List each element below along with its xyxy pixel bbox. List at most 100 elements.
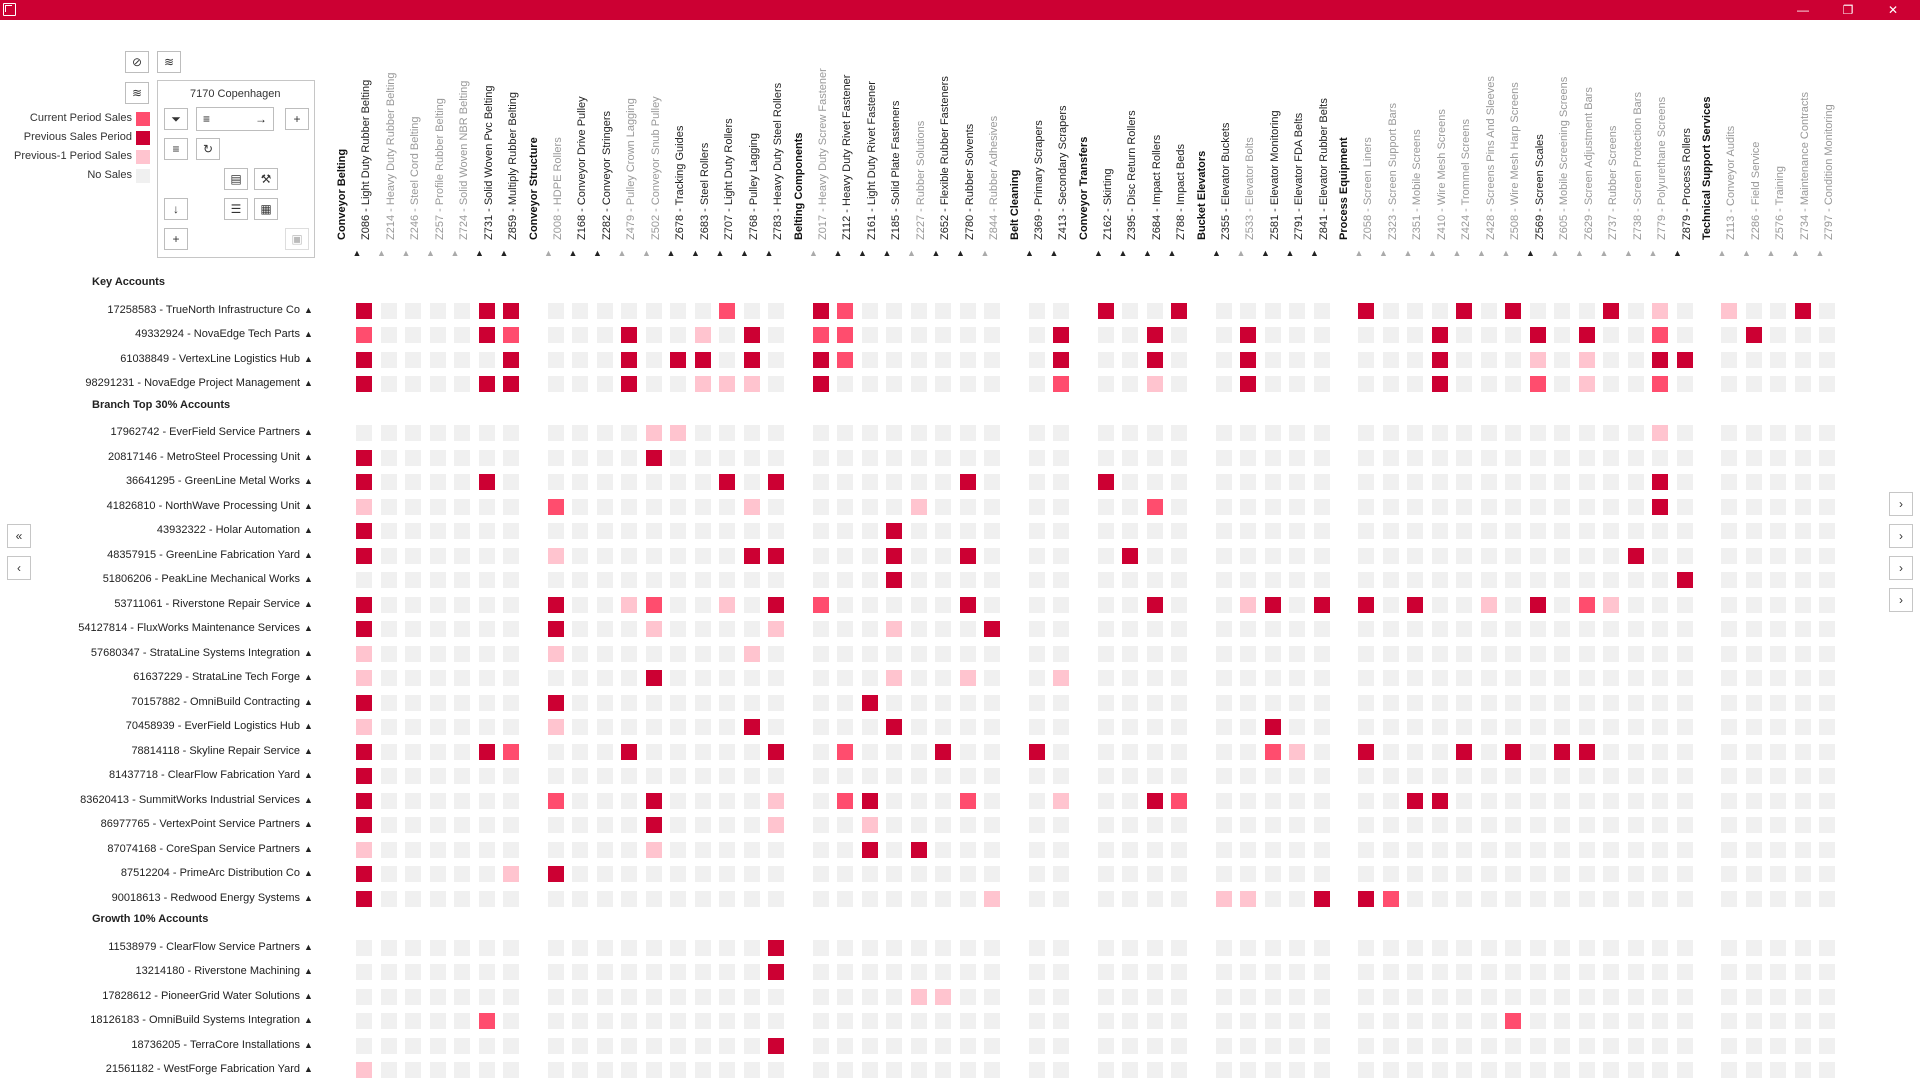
matrix-cell[interactable] (478, 988, 495, 1005)
matrix-cell[interactable] (1407, 939, 1423, 956)
matrix-cell[interactable] (984, 621, 1000, 637)
matrix-cell[interactable] (1215, 890, 1232, 907)
matrix-cell[interactable] (886, 498, 902, 515)
matrix-cell[interactable] (1578, 474, 1595, 490)
matrix-cell[interactable] (1407, 302, 1423, 319)
matrix-cell[interactable] (1627, 841, 1644, 858)
matrix-cell[interactable] (454, 1062, 470, 1078)
matrix-cell[interactable] (1313, 1062, 1330, 1078)
matrix-cell[interactable] (621, 1013, 637, 1029)
matrix-cell[interactable] (1171, 596, 1187, 613)
matrix-cell[interactable] (1819, 498, 1835, 515)
matrix-cell[interactable] (380, 474, 397, 490)
matrix-cell[interactable] (1171, 449, 1187, 466)
matrix-cell[interactable] (1505, 866, 1521, 882)
matrix-cell[interactable] (621, 621, 637, 637)
row-sort-arrow-icon[interactable]: ▲ (304, 353, 313, 364)
matrix-cell[interactable] (959, 988, 976, 1005)
matrix-cell[interactable] (1215, 547, 1232, 564)
matrix-cell[interactable] (1171, 890, 1187, 907)
matrix-cell[interactable] (1053, 474, 1069, 490)
matrix-cell[interactable] (719, 327, 735, 343)
matrix-cell[interactable] (1431, 988, 1448, 1005)
matrix-cell[interactable] (1603, 743, 1619, 760)
matrix-cell[interactable] (1358, 474, 1374, 490)
matrix-cell[interactable] (1554, 376, 1570, 392)
matrix-cell[interactable] (910, 719, 927, 735)
column-header[interactable]: Z508 - Wire Mesh Harp Screens (1505, 0, 1521, 242)
matrix-cell[interactable] (694, 988, 711, 1005)
matrix-cell[interactable] (621, 988, 637, 1005)
matrix-cell[interactable] (1770, 670, 1786, 686)
matrix-cell[interactable] (405, 1062, 421, 1078)
matrix-cell[interactable] (621, 939, 637, 956)
matrix-cell[interactable] (621, 694, 637, 711)
column-sort-arrow-icon[interactable]: ▲ (1049, 248, 1059, 258)
matrix-cell[interactable] (1480, 939, 1497, 956)
matrix-cell[interactable] (1313, 596, 1330, 613)
matrix-cell[interactable] (1146, 866, 1163, 882)
matrix-cell[interactable] (886, 376, 902, 392)
matrix-cell[interactable] (1264, 988, 1281, 1005)
matrix-cell[interactable] (645, 1037, 662, 1054)
column-sort-arrow-icon[interactable]: ▲ (593, 248, 602, 258)
matrix-cell[interactable] (1313, 302, 1330, 319)
matrix-cell[interactable] (572, 939, 588, 956)
matrix-cell[interactable] (1264, 376, 1281, 392)
matrix-cell[interactable] (645, 474, 662, 490)
matrix-cell[interactable] (1480, 890, 1497, 907)
matrix-cell[interactable] (1652, 792, 1668, 809)
matrix-cell[interactable] (1578, 302, 1595, 319)
matrix-cell[interactable] (694, 449, 711, 466)
matrix-cell[interactable] (454, 645, 470, 662)
matrix-cell[interactable] (1289, 964, 1305, 980)
matrix-cell[interactable] (621, 768, 637, 784)
sort-rows-icon[interactable]: ≡ (164, 138, 188, 160)
matrix-cell[interactable] (572, 425, 588, 441)
matrix-cell[interactable] (454, 792, 470, 809)
matrix-cell[interactable] (1819, 670, 1835, 686)
matrix-cell[interactable] (1146, 768, 1163, 784)
matrix-cell[interactable] (1431, 376, 1448, 392)
matrix-cell[interactable] (1053, 1062, 1069, 1078)
matrix-cell[interactable] (670, 817, 686, 833)
matrix-cell[interactable] (935, 939, 951, 956)
matrix-cell[interactable] (1122, 939, 1138, 956)
matrix-cell[interactable] (910, 817, 927, 833)
matrix-cell[interactable] (1578, 645, 1595, 662)
matrix-cell[interactable] (547, 572, 564, 588)
matrix-cell[interactable] (547, 327, 564, 343)
matrix-cell[interactable] (1358, 768, 1374, 784)
matrix-cell[interactable] (1407, 1013, 1423, 1029)
matrix-cell[interactable] (1028, 743, 1045, 760)
matrix-cell[interactable] (1382, 302, 1399, 319)
column-header[interactable]: Z410 - Wire Mesh Screens (1432, 0, 1448, 242)
matrix-cell[interactable] (1313, 694, 1330, 711)
matrix-cell[interactable] (1028, 376, 1045, 392)
matrix-cell[interactable] (1770, 425, 1786, 441)
matrix-cell[interactable] (1053, 890, 1069, 907)
matrix-cell[interactable] (1264, 1037, 1281, 1054)
row-sort-arrow-icon[interactable]: ▲ (304, 304, 313, 315)
matrix-cell[interactable] (356, 621, 372, 637)
matrix-cell[interactable] (380, 621, 397, 637)
matrix-cell[interactable] (572, 694, 588, 711)
matrix-cell[interactable] (645, 1013, 662, 1029)
matrix-cell[interactable] (1794, 964, 1811, 980)
matrix-cell[interactable] (1480, 670, 1497, 686)
matrix-cell[interactable] (1358, 596, 1374, 613)
matrix-cell[interactable] (959, 694, 976, 711)
matrix-cell[interactable] (1053, 743, 1069, 760)
matrix-cell[interactable] (837, 645, 853, 662)
matrix-cell[interactable] (1122, 964, 1138, 980)
matrix-cell[interactable] (1505, 351, 1521, 368)
matrix-cell[interactable] (1819, 351, 1835, 368)
matrix-cell[interactable] (1146, 547, 1163, 564)
column-header[interactable]: Z629 - Screen Adjustment Bars (1579, 0, 1595, 242)
matrix-cell[interactable] (1603, 621, 1619, 637)
matrix-cell[interactable] (1627, 866, 1644, 882)
matrix-cell[interactable] (1578, 449, 1595, 466)
column-header[interactable]: Z731 - Solid Woven Pvc Belting (479, 0, 495, 242)
matrix-cell[interactable] (1215, 449, 1232, 466)
matrix-cell[interactable] (1721, 964, 1737, 980)
